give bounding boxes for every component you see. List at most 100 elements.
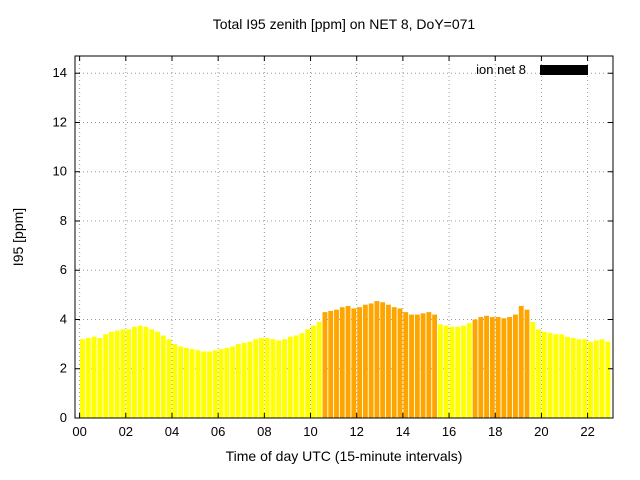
bar: [593, 340, 599, 418]
x-tick-label: 02: [119, 424, 133, 439]
bar: [189, 349, 195, 418]
bar: [559, 334, 565, 418]
bar: [207, 351, 212, 418]
bar: [178, 346, 184, 418]
legend-swatch: [540, 64, 588, 75]
bar: [472, 319, 478, 418]
bar: [322, 312, 328, 418]
bar: [339, 307, 345, 418]
chart-title: Total I95 zenith [ppm] on NET 8, DoY=071: [212, 16, 476, 32]
x-tick-label: 18: [488, 424, 502, 439]
bar: [570, 337, 576, 418]
bar: [126, 329, 132, 418]
bar: [201, 351, 207, 418]
bar: [282, 339, 287, 418]
y-tick-label: 10: [53, 164, 67, 179]
bar: [530, 321, 536, 418]
bar: [259, 337, 264, 418]
bar: [345, 305, 351, 418]
bar: [305, 329, 311, 418]
bar: [380, 302, 386, 418]
bar: [155, 331, 160, 418]
x-tick-label: 00: [72, 424, 86, 439]
bar: [437, 324, 443, 418]
y-tick-label: 12: [53, 114, 67, 129]
bar: [420, 313, 426, 418]
y-tick-label: 4: [60, 311, 67, 326]
bar: [414, 314, 420, 418]
y-tick-label: 8: [60, 213, 67, 228]
bar: [501, 318, 507, 418]
bar: [351, 308, 357, 418]
bar: [507, 317, 513, 418]
bar: [576, 339, 582, 418]
y-tick-label: 0: [60, 410, 67, 425]
bar: [247, 341, 253, 418]
x-tick-label: 12: [349, 424, 363, 439]
x-tick-label: 08: [257, 424, 271, 439]
bar: [235, 344, 241, 418]
x-tick-label: 20: [534, 424, 548, 439]
y-tick-label: 6: [60, 262, 67, 277]
bar: [97, 337, 103, 418]
bar: [357, 307, 363, 418]
bar: [230, 346, 236, 418]
bar: [218, 349, 224, 418]
bar: [478, 317, 484, 418]
bar: [426, 312, 432, 418]
x-tick-label: 14: [396, 424, 410, 439]
bar: [432, 314, 438, 418]
bar: [293, 335, 299, 418]
bar: [368, 303, 374, 418]
bar: [137, 325, 143, 418]
bar: [328, 310, 334, 418]
bar: [108, 331, 114, 418]
bar: [455, 326, 461, 418]
bar: [310, 325, 316, 418]
bar: [466, 323, 472, 418]
bar: [103, 334, 109, 418]
bar: [449, 326, 455, 418]
bar: [253, 339, 259, 418]
bar: [524, 309, 530, 418]
x-tick-label: 16: [442, 424, 456, 439]
bar: [132, 326, 137, 418]
bar: [599, 339, 605, 418]
bar: [495, 317, 501, 418]
bar: [149, 329, 155, 418]
bar: [386, 304, 391, 418]
bar: [374, 301, 380, 418]
x-tick-label: 10: [303, 424, 317, 439]
bar: [403, 312, 409, 418]
bar: [172, 344, 178, 418]
y-tick-label: 14: [53, 65, 67, 80]
bar: [605, 341, 611, 418]
bar: [287, 336, 293, 418]
bar: [547, 333, 553, 418]
bar: [588, 341, 593, 418]
bar: [143, 326, 149, 418]
bar: [409, 314, 414, 418]
bar: [334, 309, 339, 418]
bar: [270, 339, 276, 418]
legend-label: ion net 8: [476, 62, 526, 77]
x-tick-label: 22: [580, 424, 594, 439]
legend: ion net 8: [476, 62, 588, 77]
bar: [316, 321, 322, 418]
bar: [461, 325, 466, 418]
bar: [224, 347, 230, 418]
bar: [397, 308, 403, 418]
x-tick-label: 04: [165, 424, 179, 439]
bar: [443, 325, 449, 418]
bar: [513, 314, 518, 418]
bar: [536, 329, 541, 418]
bar: [564, 336, 570, 418]
bar: [114, 330, 120, 418]
x-axis-label: Time of day UTC (15-minute intervals): [225, 448, 463, 464]
bar: [241, 342, 247, 418]
plot-border: [74, 55, 614, 419]
bar: [85, 337, 91, 418]
bar: [160, 335, 166, 418]
